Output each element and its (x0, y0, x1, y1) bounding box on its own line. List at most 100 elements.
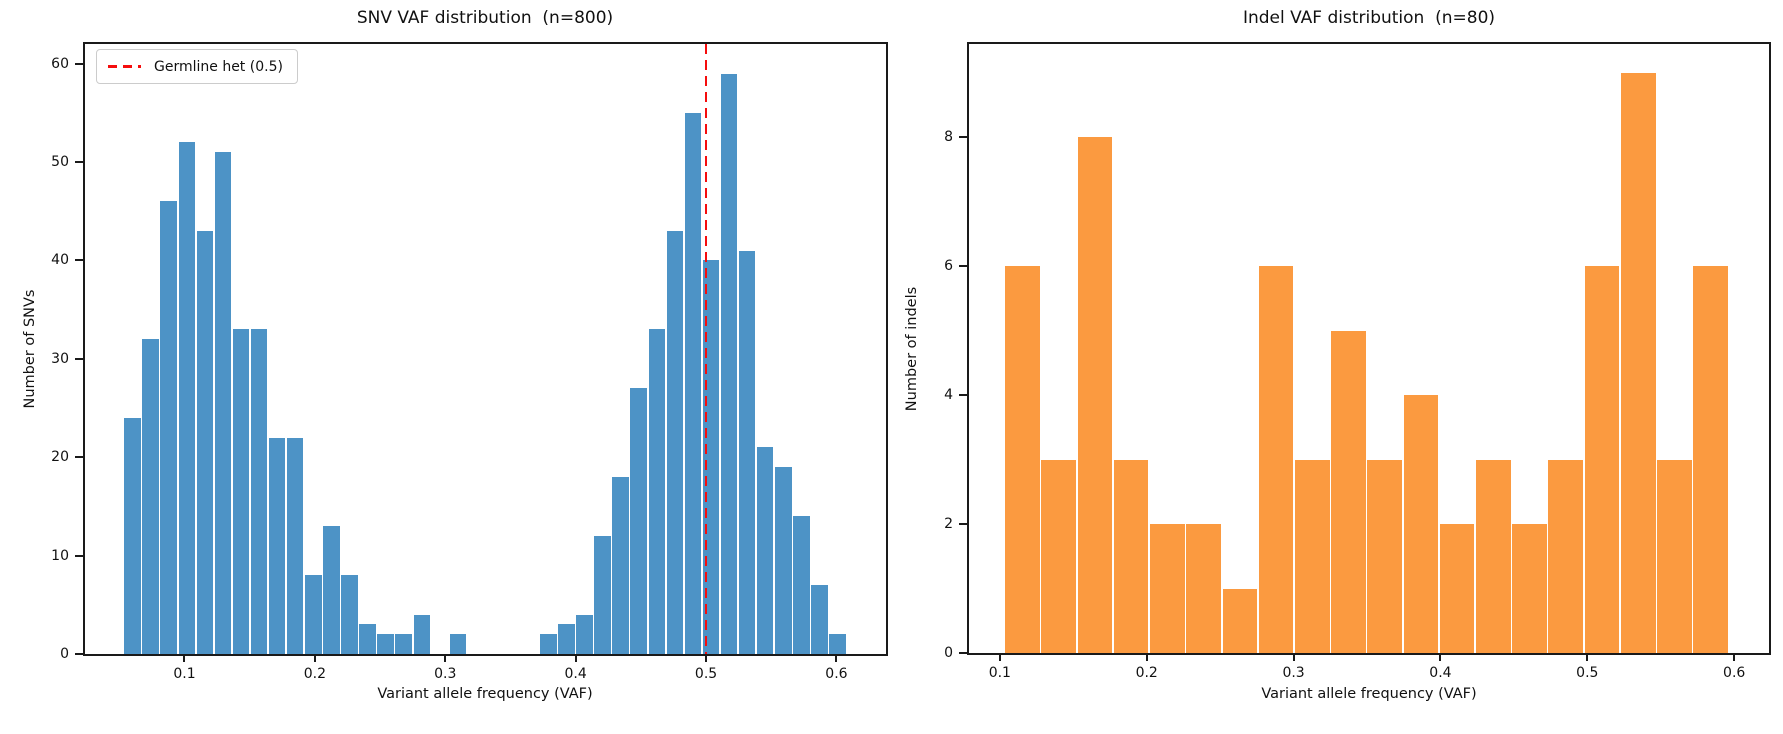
indel-histogram-panel: Indel VAF distribution (n=80) Number of … (891, 0, 1783, 734)
x-axis-tick (1292, 653, 1295, 661)
dashed-line-sample (108, 65, 141, 68)
x-axis-tick (705, 654, 708, 662)
y-axis-tick (75, 357, 83, 360)
histogram-bar (1693, 266, 1728, 653)
y-axis-tick (75, 653, 83, 655)
histogram-bar (142, 339, 159, 654)
y-axis-tick (75, 62, 83, 65)
histogram-bar (250, 329, 268, 654)
histogram-bar (666, 230, 684, 654)
histogram-bar (811, 585, 828, 654)
histogram-bar (1150, 524, 1185, 653)
x-axis-tick (313, 654, 316, 662)
histogram-bar (1476, 459, 1511, 653)
x-axis-tick (998, 653, 1001, 661)
legend: Germline het (0.5) (96, 49, 298, 84)
x-axis-tick (574, 654, 577, 662)
histogram-bar (232, 329, 250, 654)
legend-label: Germline het (0.5) (154, 58, 283, 75)
snv-plot-area: Germline het (0.5) 0.1 0.2 0.3 0.4 0.5 0.6 0 10… (51, 42, 888, 682)
x-axis-tick (444, 654, 447, 662)
y-axis-tick (75, 456, 83, 459)
y-axis-tick-label: 30 (51, 350, 69, 367)
histogram-bar (196, 230, 214, 654)
histogram-bar (630, 388, 647, 654)
y-axis-tick (75, 161, 83, 164)
x-axis-tick-label: 0.6 (1723, 665, 1746, 681)
x-axis-tick-label: 0.4 (1429, 665, 1452, 681)
histogram-bar (684, 112, 702, 654)
histogram-bar (377, 634, 394, 654)
x-axis-tick-label: 0.3 (434, 666, 457, 682)
y-axis-tick-label: 60 (51, 55, 69, 72)
y-axis-tick-label: 2 (944, 516, 953, 533)
histogram-bar (793, 516, 810, 654)
x-axis-tick-label: 0.1 (173, 666, 196, 682)
histogram-bar (1186, 524, 1221, 653)
x-axis-tick-label: 0.6 (825, 666, 848, 682)
y-axis-tick-label: 6 (944, 258, 953, 275)
y-axis-tick (959, 394, 967, 397)
x-axis-tick (183, 654, 186, 662)
histogram-bar (775, 467, 792, 654)
x-axis-tick-label: 0.3 (1282, 665, 1305, 681)
x-axis-tick-label: 0.2 (1135, 665, 1158, 681)
y-axis-tick (959, 265, 967, 268)
histogram-bar (1439, 524, 1475, 653)
snv-histogram-panel: SNV VAF distribution (n=800) Number of S… (0, 0, 891, 734)
x-axis-tick (1439, 653, 1442, 661)
histogram-bar (738, 250, 756, 654)
histogram-bar (648, 329, 666, 654)
histogram-bar (540, 634, 557, 654)
x-axis-tick-label: 0.4 (564, 666, 587, 682)
histogram-bar (305, 575, 322, 654)
histogram-bar (268, 437, 286, 654)
y-axis-tick (75, 259, 83, 262)
histogram-bar (286, 437, 304, 654)
histogram-bar (1294, 459, 1330, 653)
snv-chart-title: SNV VAF distribution (n=800) (356, 8, 614, 28)
histogram-bar (1222, 588, 1258, 653)
x-axis-tick (1733, 653, 1736, 661)
histogram-bar (829, 634, 846, 654)
y-axis-tick-label: 0 (944, 645, 953, 661)
x-axis-tick (835, 654, 838, 662)
y-axis-tick (75, 554, 83, 557)
histogram-bar (1258, 266, 1294, 653)
histogram-bar (323, 526, 340, 654)
y-axis-tick-label: 0 (60, 646, 69, 662)
histogram-bar (612, 476, 629, 654)
histogram-bar (395, 634, 412, 654)
x-axis-tick-label: 0.5 (1576, 665, 1599, 681)
x-axis-tick (1586, 653, 1589, 661)
histogram-bar (160, 201, 177, 654)
histogram-bar (1512, 524, 1547, 653)
y-axis-tick-label: 20 (51, 449, 69, 466)
histogram-bar (341, 575, 358, 654)
y-axis-tick (959, 652, 967, 654)
histogram-bar (1113, 459, 1149, 653)
x-axis-tick-label: 0.2 (303, 666, 326, 682)
x-axis-tick-label: 0.1 (988, 665, 1011, 681)
histogram-bar (757, 447, 774, 654)
histogram-bar (558, 624, 575, 654)
germline-het-vline (704, 44, 708, 654)
histogram-bar (1367, 459, 1402, 653)
histogram-bar (413, 614, 430, 654)
histogram-bar (178, 142, 195, 654)
y-axis-tick-label: 8 (944, 129, 953, 146)
indel-x-axis-label: Variant allele frequency (VAF) (1261, 686, 1477, 702)
y-axis-tick-label: 10 (51, 547, 69, 564)
snv-x-axis-label: Variant allele frequency (VAF) (377, 686, 593, 702)
y-axis-tick-label: 4 (944, 387, 953, 404)
y-axis-tick-label: 40 (51, 252, 69, 269)
histogram-bar (1077, 137, 1113, 653)
histogram-bar (1331, 330, 1366, 653)
histogram-bar (359, 624, 376, 654)
histogram-bar (1584, 266, 1620, 653)
histogram-bar (449, 634, 467, 654)
histogram-bar (576, 614, 593, 654)
y-axis-tick (959, 523, 967, 526)
y-axis-tick (959, 136, 967, 139)
